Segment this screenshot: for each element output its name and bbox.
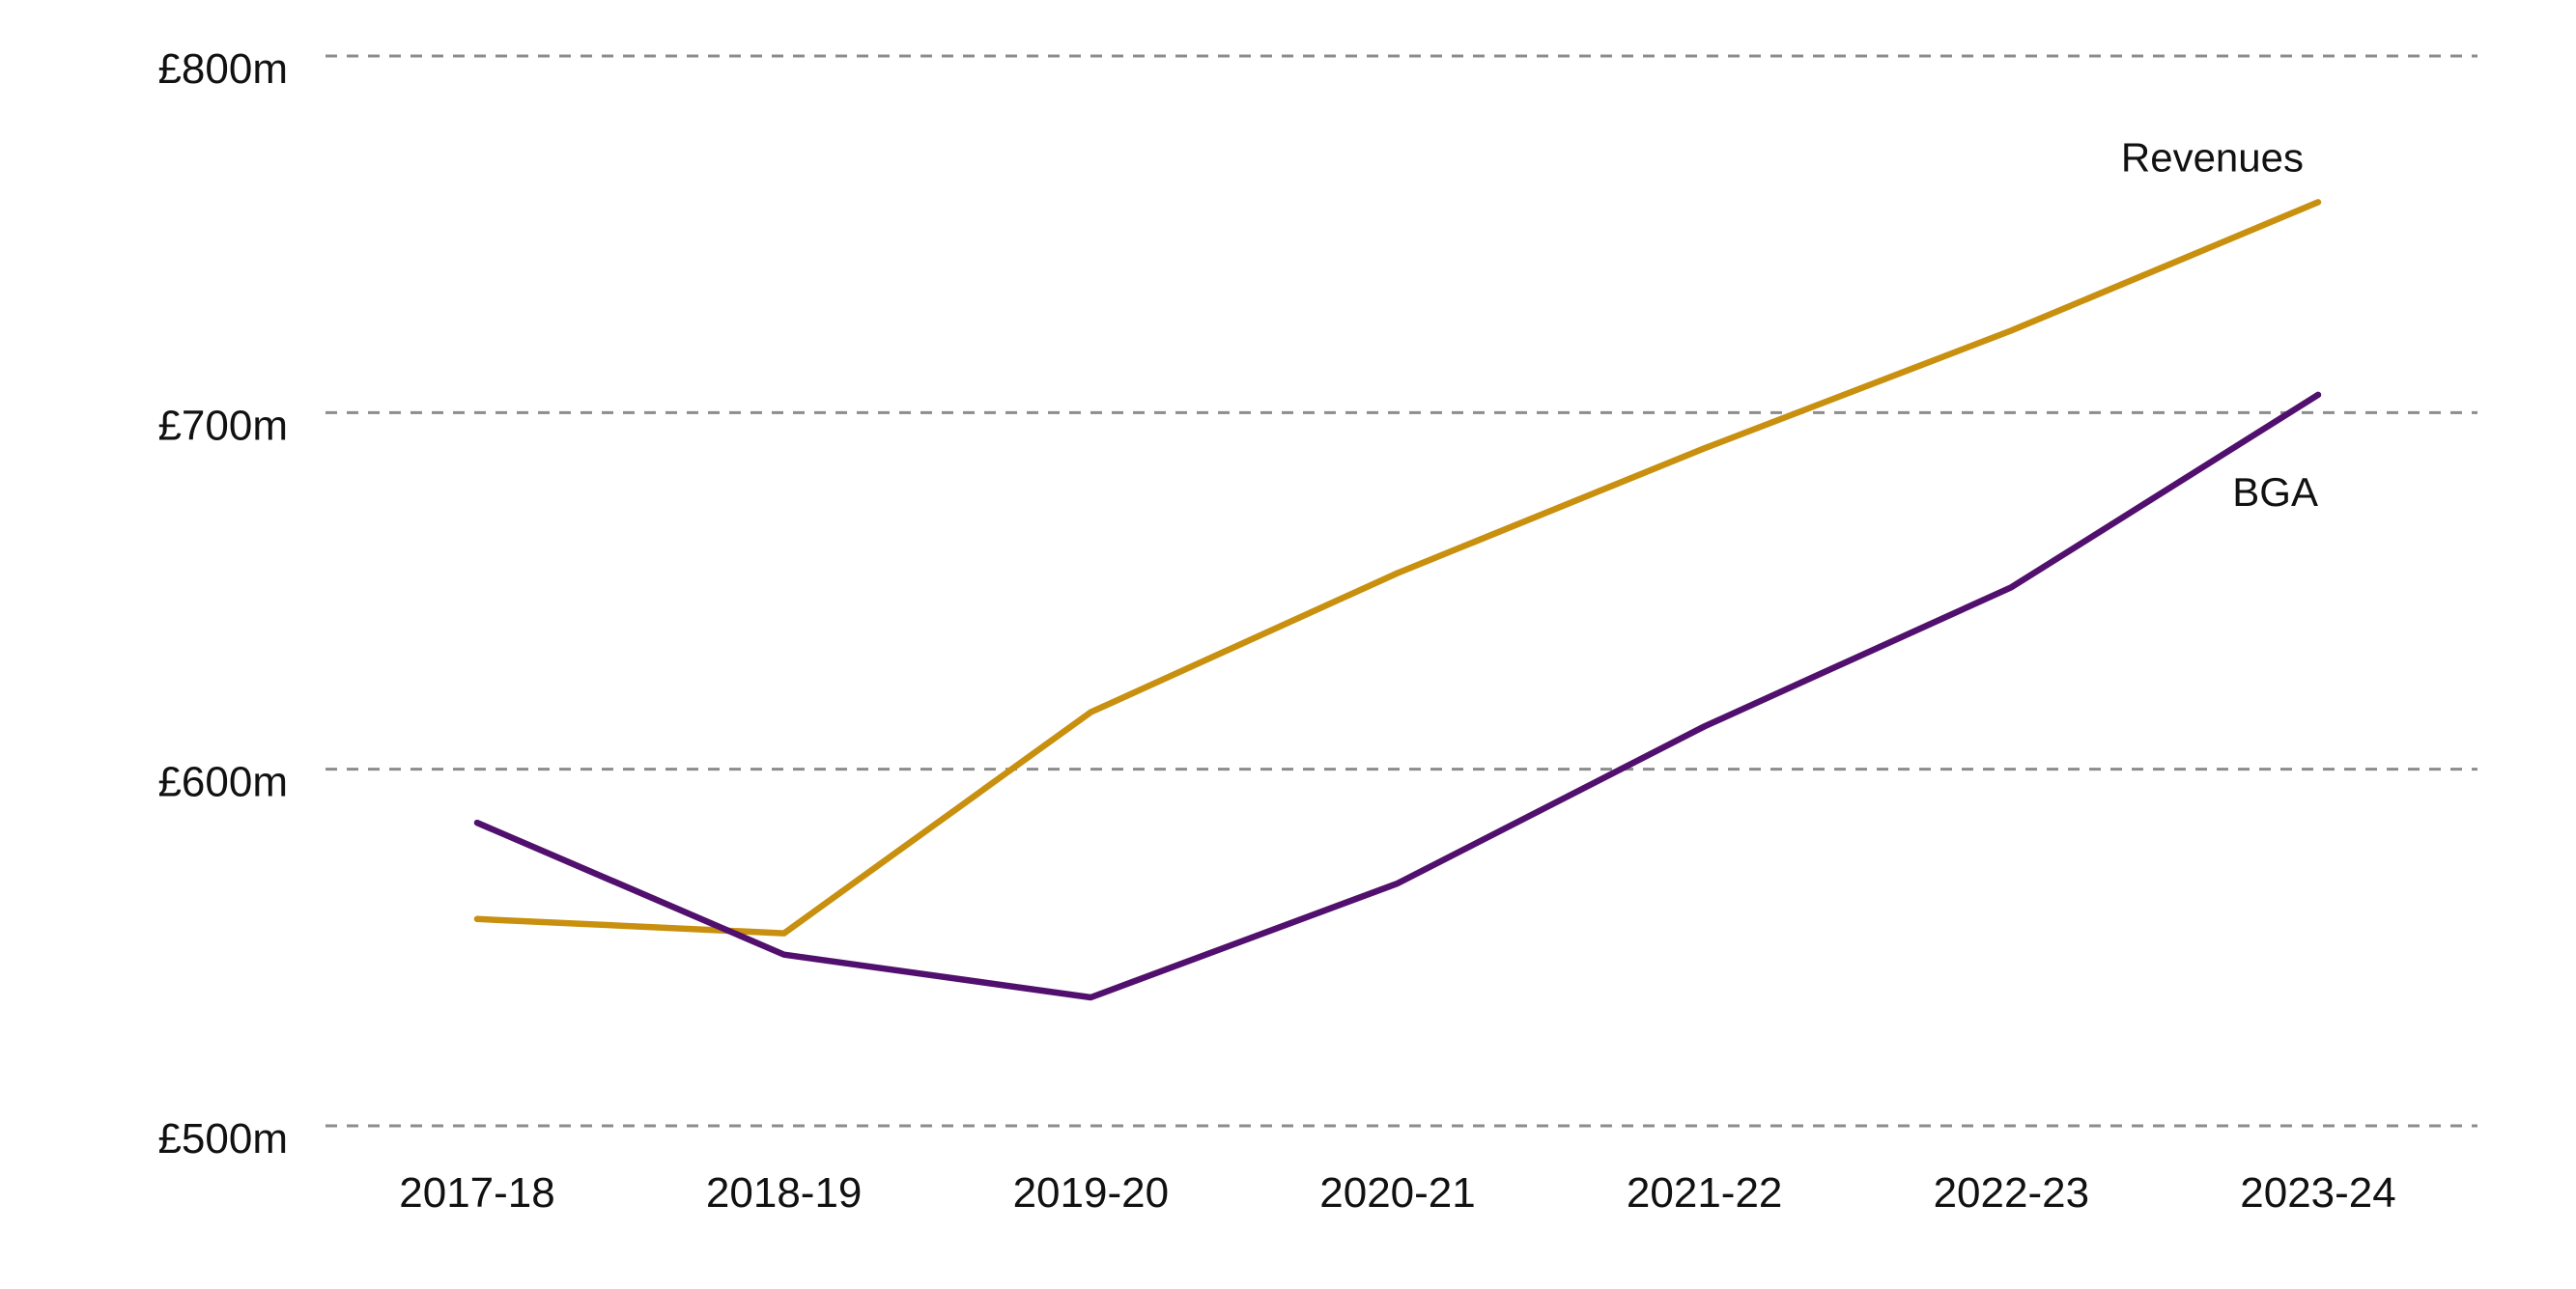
- y-tick-label: £600m: [157, 759, 288, 806]
- x-tick-label: 2022-23: [1934, 1169, 2089, 1217]
- y-tick-label: £800m: [157, 45, 288, 93]
- x-tick-label: 2018-19: [706, 1169, 862, 1217]
- y-tick-label: £700m: [157, 402, 288, 449]
- series-label-bga: BGA: [2232, 469, 2318, 515]
- series-lines: [473, 199, 2322, 1001]
- x-tick-label: 2019-20: [1013, 1169, 1169, 1217]
- gridlines: [326, 54, 2477, 1128]
- series-line-bga: [473, 391, 2322, 1001]
- y-tick-label: £500m: [157, 1115, 288, 1163]
- series-labels: Revenues BGA: [2121, 134, 2318, 514]
- series-label-revenues: Revenues: [2121, 134, 2304, 180]
- x-tick-label: 2021-22: [1627, 1169, 1782, 1217]
- x-axis-labels: 2017-18 2018-19 2019-20 2020-21 2021-22 2022-…: [399, 1169, 2395, 1217]
- x-tick-label: 2023-24: [2240, 1169, 2395, 1217]
- y-axis-labels: £500m £600m £700m £800m: [157, 45, 288, 1163]
- x-tick-label: 2017-18: [399, 1169, 554, 1217]
- series-line-revenues: [473, 199, 2322, 937]
- x-tick-label: 2020-21: [1319, 1169, 1475, 1217]
